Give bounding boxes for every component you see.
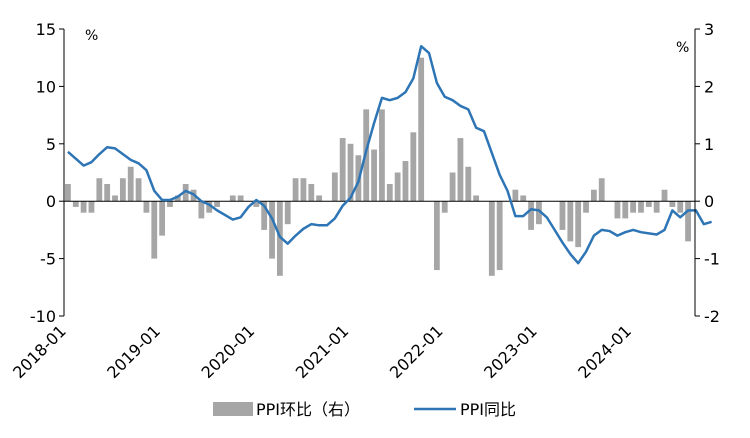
bar-ppi-mom — [645, 201, 652, 207]
bar-ppi-mom — [159, 201, 166, 236]
x-tick-label: 2020-01 — [198, 321, 259, 382]
bar-ppi-mom — [119, 178, 126, 202]
line-ppi-yoy — [67, 44, 712, 265]
right-unit-label: % — [676, 40, 689, 56]
axes-layer — [59, 28, 700, 317]
bar-ppi-mom — [167, 201, 173, 207]
left-tick-label: -5 — [40, 250, 56, 269]
bar-ppi-mom — [65, 183, 71, 202]
bar-ppi-mom — [567, 201, 574, 242]
bar-ppi-mom — [630, 201, 637, 213]
bar-ppi-mom — [206, 201, 213, 213]
bar-ppi-mom — [473, 195, 480, 202]
left-tick-label: 0 — [46, 192, 56, 211]
bar-ppi-mom — [559, 201, 566, 230]
bar-ppi-mom — [638, 201, 644, 213]
bar-ppi-mom — [669, 201, 676, 207]
bar-ppi-mom — [339, 138, 346, 202]
right-tick-label: 3 — [704, 20, 714, 39]
right-tick-label: -2 — [704, 307, 720, 326]
right-tick-label: 1 — [704, 135, 714, 154]
bar-ppi-mom — [583, 201, 589, 213]
line-layer — [67, 44, 712, 265]
x-tick-label: 2018-01 — [9, 321, 70, 382]
bar-ppi-mom — [347, 143, 354, 202]
left-tick-label: -10 — [30, 307, 56, 326]
bar-ppi-mom — [465, 166, 472, 202]
bar-ppi-mom — [237, 195, 244, 202]
bar-ppi-mom — [72, 201, 79, 207]
x-tick-label: 2023-01 — [480, 321, 541, 382]
bar-ppi-mom — [151, 201, 158, 259]
bar-ppi-mom — [512, 189, 519, 202]
bar-ppi-mom — [520, 195, 527, 202]
bar-ppi-mom — [308, 183, 315, 202]
bars-layer — [65, 57, 691, 276]
bar-ppi-mom — [457, 138, 464, 202]
bar-ppi-mom — [402, 161, 409, 202]
bar-ppi-mom — [143, 201, 150, 213]
bar-ppi-mom — [394, 172, 401, 202]
bar-ppi-mom — [88, 201, 95, 213]
bar-ppi-mom — [449, 172, 456, 202]
bar-ppi-mom — [229, 195, 236, 202]
legend-label-line: PPI同比 — [460, 400, 516, 419]
bar-ppi-mom — [598, 178, 605, 202]
bar-ppi-mom — [182, 183, 189, 202]
bar-ppi-mom — [379, 109, 385, 202]
bar-ppi-mom — [261, 201, 268, 230]
legend-swatch-bar — [213, 402, 253, 416]
bar-ppi-mom — [653, 201, 660, 213]
bar-ppi-mom — [331, 172, 338, 202]
left-tick-label: 15 — [36, 20, 56, 39]
bar-ppi-mom — [127, 166, 134, 202]
bar-ppi-mom — [316, 195, 323, 202]
bar-ppi-mom — [112, 195, 118, 202]
bar-ppi-mom — [488, 201, 495, 276]
left-tick-label: 5 — [46, 135, 56, 154]
right-tick-label: -1 — [704, 250, 720, 269]
left-tick-label: 10 — [36, 77, 56, 96]
left-unit-label: % — [85, 28, 98, 44]
bar-ppi-mom — [433, 201, 440, 271]
bar-ppi-mom — [685, 201, 691, 242]
bar-ppi-mom — [528, 201, 534, 230]
bar-ppi-mom — [575, 201, 582, 248]
bar-ppi-mom — [410, 132, 417, 202]
bar-ppi-mom — [536, 201, 542, 225]
bar-ppi-mom — [496, 201, 503, 271]
bar-ppi-mom — [418, 57, 425, 202]
legend: PPI环比（右） PPI同比 — [213, 400, 516, 419]
bar-ppi-mom — [269, 201, 275, 259]
bar-ppi-mom — [590, 189, 597, 202]
x-tick-label: 2021-01 — [292, 321, 353, 382]
x-tick-label: 2024-01 — [574, 321, 635, 382]
bar-ppi-mom — [276, 201, 283, 276]
x-tick-label: 2022-01 — [386, 321, 447, 382]
bar-ppi-mom — [677, 201, 684, 213]
bar-ppi-mom — [135, 178, 142, 202]
bar-ppi-mom — [622, 201, 629, 219]
bar-ppi-mom — [174, 195, 181, 202]
right-tick-label: 0 — [704, 192, 714, 211]
x-tick-label: 2019-01 — [103, 321, 164, 382]
bar-ppi-mom — [386, 183, 393, 202]
bar-ppi-mom — [661, 189, 668, 202]
bar-ppi-mom — [284, 201, 291, 225]
bar-ppi-mom — [80, 201, 87, 213]
bar-ppi-mom — [371, 149, 377, 202]
bar-ppi-mom — [96, 178, 103, 202]
bar-ppi-mom — [214, 201, 220, 207]
bar-ppi-mom — [441, 201, 448, 213]
bar-ppi-mom — [292, 178, 299, 202]
bar-ppi-mom — [614, 201, 621, 219]
bar-ppi-mom — [253, 201, 260, 207]
right-tick-label: 2 — [704, 77, 714, 96]
bar-ppi-mom — [198, 201, 205, 219]
legend-label-bar: PPI环比（右） — [256, 400, 360, 419]
bar-ppi-mom — [300, 178, 307, 202]
bar-ppi-mom — [104, 183, 111, 202]
